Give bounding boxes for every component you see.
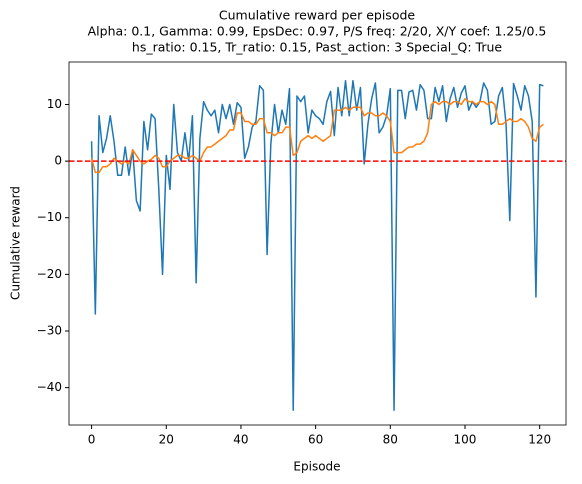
x-tick-label: 40: [233, 433, 248, 447]
chart-subtitle: hs_ratio: 0.15, Tr_ratio: 0.15, Past_act…: [132, 40, 503, 55]
plot-frame: [68, 61, 567, 426]
y-tick-label: 0: [54, 154, 62, 168]
data-line: [90, 79, 544, 412]
x-axis-label: Episode: [293, 460, 340, 474]
y-tick-label: −10: [37, 210, 62, 224]
x-tick-label: 120: [528, 433, 551, 447]
y-tick-label: −30: [37, 323, 62, 337]
x-tick-label: 20: [159, 433, 174, 447]
y-tick-label: −40: [37, 380, 62, 394]
x-tick-label: 60: [308, 433, 323, 447]
data-line: [90, 98, 544, 174]
chart-subtitle: Alpha: 0.1, Gamma: 0.99, EpsDec: 0.97, P…: [88, 24, 547, 39]
y-tick-label: 10: [47, 97, 62, 111]
x-tick-label: 100: [454, 433, 477, 447]
x-tick-label: 80: [383, 433, 398, 447]
chart-title: Cumulative reward per episode: [219, 8, 416, 23]
y-axis-label: Cumulative reward: [9, 186, 23, 300]
y-tick-label: −20: [37, 267, 62, 281]
x-tick-label: 0: [88, 433, 96, 447]
